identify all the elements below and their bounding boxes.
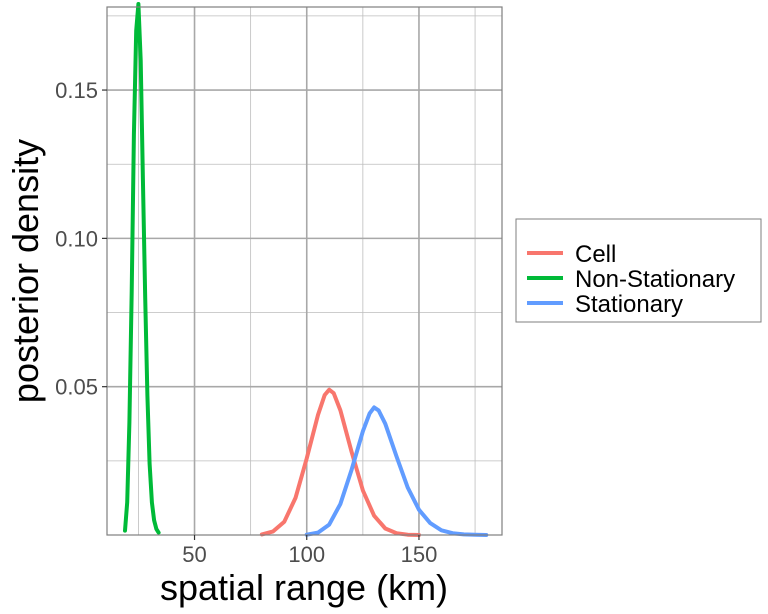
plot-panel: [107, 7, 502, 535]
y-tick-label: 0.15: [55, 78, 98, 103]
legend-label-non-stationary: Non-Stationary: [575, 266, 735, 293]
x-tick-label: 150: [401, 542, 438, 567]
series-line-cell: [259, 387, 421, 537]
x-tick-label: 100: [288, 542, 325, 567]
y-axis-title: posterior density: [5, 139, 46, 403]
series-layer: [123, 2, 489, 537]
series-line-non-stationary: [123, 2, 161, 535]
plot-border: [106, 6, 503, 536]
y-tick-label: 0.10: [55, 226, 98, 251]
series-line-stationary: [304, 405, 489, 537]
legend-label-stationary: Stationary: [575, 291, 683, 318]
y-axis-ticks: 0.05 0.10 0.15: [55, 78, 107, 400]
x-axis-ticks: 50 100 150: [182, 535, 437, 567]
x-axis-title: spatial range (km): [160, 567, 448, 608]
legend-label-cell: Cell: [575, 241, 616, 268]
x-tick-label: 50: [182, 542, 206, 567]
grid-major: [107, 7, 502, 535]
y-tick-label: 0.05: [55, 375, 98, 400]
